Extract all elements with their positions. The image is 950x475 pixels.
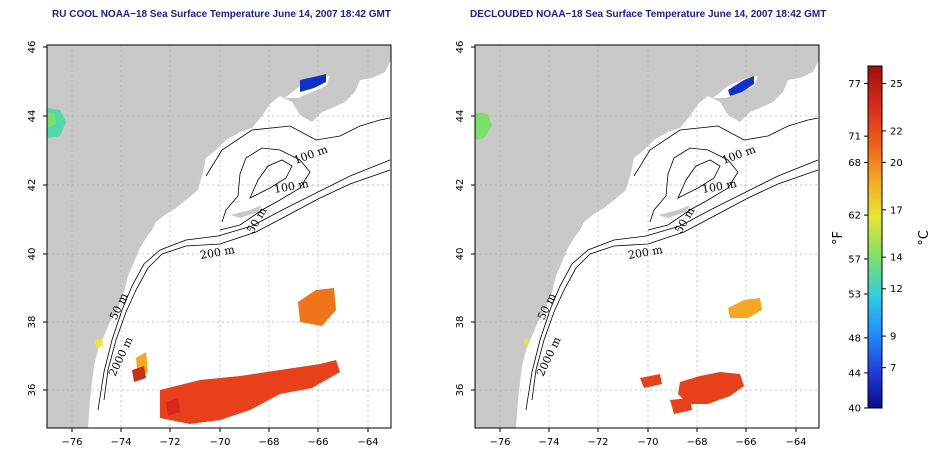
colorbar-c-label: 9 xyxy=(890,332,896,343)
colorbar-c-label: 20 xyxy=(890,158,903,169)
x-tick-label: −72 xyxy=(159,437,180,448)
colorbar-f-label: 77 xyxy=(848,79,861,90)
colorbar-c-label: 12 xyxy=(890,284,903,295)
contour-label: 100 m xyxy=(273,177,310,196)
axis-ticks: −76 −74 −72 −70 −68 −66 −64 36 38 40 42 44 46 −76 −74 −… xyxy=(27,41,807,448)
x-tick-label: −68 xyxy=(258,437,279,448)
y-tick-label: 40 xyxy=(455,248,466,261)
y-tick-label: 44 xyxy=(27,110,38,123)
grid-lines xyxy=(47,45,391,428)
colorbar-ticks: 77 71 68 62 57 53 48 44 40 25 22 20 17 14 12 9 7 xyxy=(848,79,902,414)
colorbar-f-label: 53 xyxy=(848,290,861,301)
bathymetry-contours xyxy=(97,117,391,411)
fahrenheit-unit-label: °F xyxy=(831,231,846,245)
map-panel-left xyxy=(46,44,392,429)
colorbar-f-label: 44 xyxy=(848,368,861,379)
x-tick-label: −76 xyxy=(489,437,510,448)
contour-label: 200 m xyxy=(627,243,664,262)
x-tick-label: −70 xyxy=(209,437,230,448)
colorbar-c-label: 22 xyxy=(890,126,903,137)
x-tick-label: −64 xyxy=(785,437,806,448)
x-tick-label: −74 xyxy=(538,437,559,448)
map-title-right: DECLOUDED NOAA−18 Sea Surface Temperatur… xyxy=(470,9,827,20)
celsius-unit-label: °C xyxy=(917,230,932,246)
y-tick-label: 44 xyxy=(455,110,466,123)
colorbar-c-label: 17 xyxy=(890,205,903,216)
colorbar-c-label: 14 xyxy=(890,253,903,264)
map-panel-right xyxy=(474,44,820,429)
y-tick-label: 42 xyxy=(455,179,466,192)
colorbar-c-label: 25 xyxy=(890,79,903,90)
y-tick-label: 40 xyxy=(27,248,38,261)
grid-lines xyxy=(475,45,819,428)
colorbar-f-label: 57 xyxy=(848,254,861,265)
x-tick-label: −74 xyxy=(110,437,131,448)
x-tick-label: −64 xyxy=(357,437,378,448)
colorbar-f-label: 40 xyxy=(848,404,861,415)
y-tick-label: 42 xyxy=(27,179,38,192)
sst-data xyxy=(47,74,340,424)
sst-data xyxy=(475,76,762,414)
y-tick-label: 46 xyxy=(27,41,38,54)
bathymetry-contours xyxy=(525,117,819,411)
colorbar-c-label: 7 xyxy=(890,363,896,374)
contour-label: 100 m xyxy=(701,177,738,196)
colorbar: 77 71 68 62 57 53 48 44 40 25 22 20 17 14 12 9 7 °F °C xyxy=(831,65,932,415)
y-tick-label: 46 xyxy=(455,41,466,54)
x-tick-label: −72 xyxy=(587,437,608,448)
x-tick-label: −70 xyxy=(637,437,658,448)
colorbar-f-label: 48 xyxy=(848,333,861,344)
map-title-left: RU COOL NOAA−18 Sea Surface Temperature … xyxy=(52,9,391,20)
y-tick-label: 38 xyxy=(455,316,466,329)
y-tick-label: 38 xyxy=(27,316,38,329)
colorbar-gradient xyxy=(867,65,883,409)
colorbar-f-label: 68 xyxy=(848,158,861,169)
x-tick-label: −76 xyxy=(61,437,82,448)
x-tick-label: −66 xyxy=(735,437,756,448)
y-tick-label: 36 xyxy=(455,384,466,397)
x-tick-label: −66 xyxy=(307,437,328,448)
contour-label: 200 m xyxy=(199,243,236,262)
y-tick-label: 36 xyxy=(27,384,38,397)
colorbar-f-label: 62 xyxy=(848,211,861,222)
x-tick-label: −68 xyxy=(686,437,707,448)
colorbar-f-label: 71 xyxy=(848,132,861,143)
plot-frame xyxy=(46,44,392,429)
plot-frame xyxy=(474,44,820,429)
